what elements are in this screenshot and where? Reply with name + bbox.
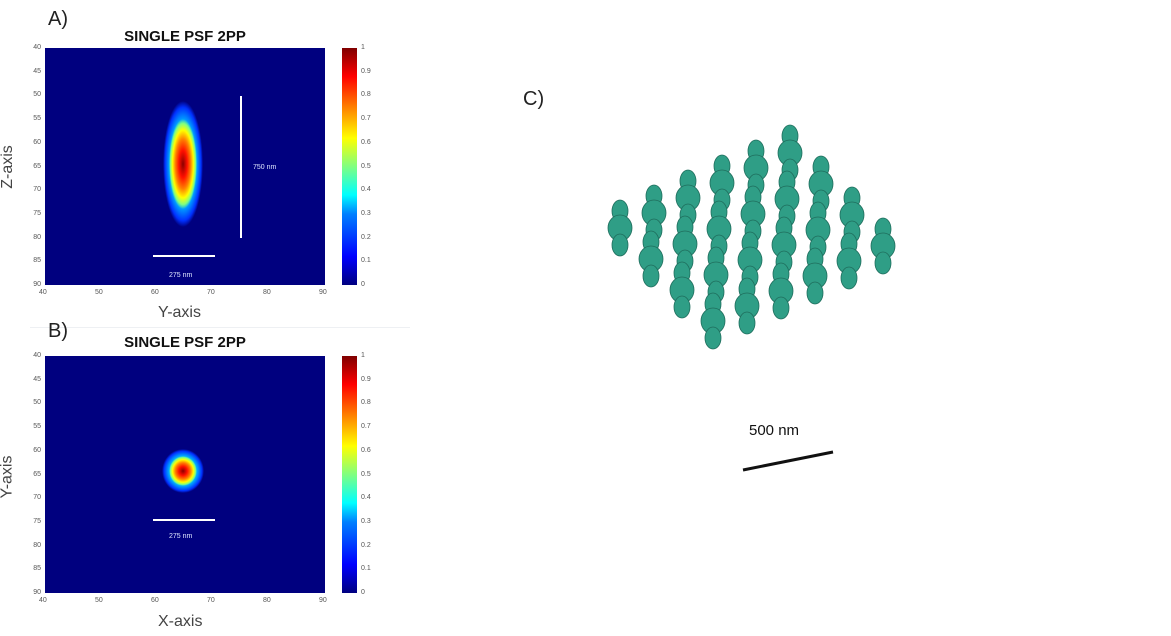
psf-a-core: [169, 119, 197, 209]
panel-a-y-tick: 90: [33, 281, 41, 288]
panel-b-letter: B): [48, 320, 68, 342]
panel-a-x-tick: 40: [39, 289, 47, 296]
panel-a-letter: A): [48, 8, 68, 30]
panel-a-colorbar-tick: 1: [361, 44, 365, 51]
panel-a-colorbar-tick: 0.2: [361, 233, 371, 241]
scale-label-vertical: 750 nm: [253, 164, 277, 171]
panel-b-colorbar-tick: 0.5: [361, 470, 371, 478]
panel-a-ylabel: Z-axis: [0, 145, 16, 189]
panel-a-y-tick: 85: [33, 257, 41, 265]
voxel-array: [607, 124, 896, 350]
panel-b-y-tick: 45: [33, 375, 41, 383]
panel-a-colorbar: [342, 48, 357, 285]
panel-b-colorbar-tick: 0.4: [361, 494, 371, 502]
voxel: [607, 199, 633, 257]
scale-label-500nm: 500 nm: [749, 422, 800, 439]
panel-b-x-tick: 40: [39, 597, 47, 604]
panel-b-y-tick: 55: [33, 423, 41, 431]
voxel: [802, 247, 828, 305]
panel-a-title: SINGLE PSF 2PP: [124, 28, 246, 45]
panel-a-colorbar-tick: 0.7: [361, 115, 371, 123]
panel-b-colorbar-tick: 1: [361, 352, 365, 359]
panel-b-title: SINGLE PSF 2PP: [124, 334, 246, 351]
panel-b-y-tick: 70: [33, 494, 41, 502]
scale-bar-horizontal: [153, 255, 215, 257]
panel-separator: [30, 327, 410, 328]
panel-b-colorbar-tick: 0.8: [361, 399, 371, 407]
panel-b-heatmap: 275 nm: [45, 356, 325, 593]
scale-label-horizontal-b: 275 nm: [169, 533, 193, 540]
panel-a-colorbar-tick: 0.5: [361, 162, 371, 170]
panel-a-colorbar-tick: 0.1: [361, 257, 371, 265]
voxel: [870, 217, 896, 275]
panel-a-y-tick: 55: [33, 115, 41, 123]
panel-b-colorbar-tick: 0.1: [361, 565, 371, 573]
panel-a-colorbar-tick: 0.6: [361, 138, 371, 146]
panel-b-y-tick: 50: [33, 399, 41, 407]
panel-a-x-tick: 50: [95, 289, 103, 296]
panel-a-y-tick: 70: [33, 186, 41, 194]
panel-a-colorbar-tick: 0.3: [361, 209, 371, 217]
panel-b-xlabel: X-axis: [158, 613, 203, 630]
panel-b-y-tick: 65: [33, 470, 41, 478]
voxel: [638, 230, 664, 288]
panel-a-x-tick: 80: [263, 289, 271, 296]
panel-a-colorbar-tick: 0.4: [361, 186, 371, 194]
scale-bar-horizontal-b: [153, 519, 215, 521]
panel-a-x-tick: 70: [207, 289, 215, 296]
panel-b-colorbar-tick: 0.7: [361, 423, 371, 431]
panel-a-x-tick: 90: [319, 289, 327, 296]
panel-a-y-tick: 50: [33, 91, 41, 99]
voxel: [734, 277, 760, 335]
panel-b-y-tick: 60: [33, 446, 41, 454]
panel-a-y-tick: 40: [33, 44, 41, 51]
panel-a-y-tick: 65: [33, 162, 41, 170]
panel-a-colorbar-tick: 0.8: [361, 91, 371, 99]
panel-a-y-tick: 60: [33, 138, 41, 146]
voxel: [669, 261, 695, 319]
voxel: [768, 262, 794, 320]
scale-bar-vertical: [240, 96, 242, 238]
panel-b-y-tick: 85: [33, 565, 41, 573]
panel-b-y-tick: 75: [33, 517, 41, 525]
panel-b-y-tick: 90: [33, 589, 41, 596]
panel-b-colorbar: [342, 356, 357, 593]
panel-a-x-tick: 60: [151, 289, 159, 296]
scale-label-horizontal: 275 nm: [169, 272, 193, 279]
panel-a-colorbar-tick: 0.9: [361, 67, 371, 75]
panel-b-colorbar-tick: 0.6: [361, 446, 371, 454]
panel-b-x-tick: 70: [207, 597, 215, 604]
panel-a-y-tick: 45: [33, 67, 41, 75]
panel-b-y-tick: 80: [33, 541, 41, 549]
panel-b-x-tick: 60: [151, 597, 159, 604]
voxel: [836, 232, 862, 290]
panel-b-colorbar-tick: 0: [361, 589, 365, 596]
panel-b-colorbar-tick: 0.2: [361, 541, 371, 549]
panel-a-y-tick: 80: [33, 233, 41, 241]
panel-b-y-tick: 40: [33, 352, 41, 359]
panel-b-x-tick: 50: [95, 597, 103, 604]
panel-a-xlabel: Y-axis: [158, 304, 201, 321]
panel-b-colorbar-tick: 0.3: [361, 517, 371, 525]
psf-b-core: [169, 456, 197, 486]
panel-c-letter: C): [523, 88, 545, 110]
panel-a-heatmap: 750 nm 275 nm: [45, 48, 325, 285]
voxel: [700, 292, 726, 350]
panel-b-x-tick: 90: [319, 597, 327, 604]
panel-b-x-tick: 80: [263, 597, 271, 604]
panel-a-colorbar-tick: 0: [361, 281, 365, 288]
panel-b-ylabel: Y-axis: [0, 455, 16, 499]
panel-a-y-tick: 75: [33, 209, 41, 217]
scale-bar-500nm: [742, 450, 834, 472]
panel-b-colorbar-tick: 0.9: [361, 375, 371, 383]
